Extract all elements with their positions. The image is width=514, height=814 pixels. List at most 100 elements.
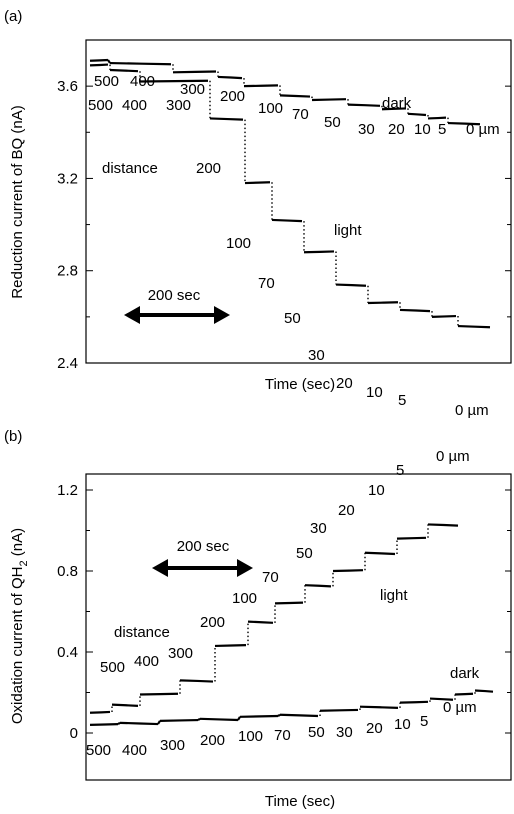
dark-trace-transition xyxy=(277,713,281,717)
panel-b-label: (b) xyxy=(4,428,22,445)
dark-distance-label: 20 xyxy=(388,121,405,138)
light-trace-step xyxy=(335,283,367,287)
panel-b-distance-label: distance xyxy=(114,624,170,641)
panel-b: (b) 0 0.4 0.8 1.2 Oxidation current of QH2 … xyxy=(4,428,512,810)
light-distance-label: 20 xyxy=(336,375,353,392)
panel-a: (a) 2.4 2.8 3.2 3.6 Reduction current of BQ… xyxy=(4,8,512,419)
dark-distance-label: 500 xyxy=(86,742,111,759)
dark-trace-step xyxy=(381,107,407,111)
dark-trace-step xyxy=(279,94,311,98)
dark-trace-transition xyxy=(117,721,121,726)
light-trace-step xyxy=(364,551,396,556)
dark-distance-label: 0 µm xyxy=(466,121,500,138)
light-distance-label: 300 xyxy=(168,645,193,662)
panel-a-y-axis-label: Reduction current of BQ (nA) xyxy=(9,105,26,298)
panel-a-curves xyxy=(89,58,491,329)
light-distance-label: 0 µm xyxy=(436,448,470,465)
light-distance-label: 30 xyxy=(308,347,325,364)
dark-trace-step xyxy=(427,116,447,120)
light-trace-step xyxy=(214,644,247,648)
panel-a-scale-bar: 200 sec xyxy=(124,287,230,324)
panel-b-y-axis: 0 0.4 0.8 1.2 xyxy=(57,482,511,742)
dark-trace-step xyxy=(359,705,399,709)
dark-trace-step xyxy=(347,103,381,107)
dark-trace-step xyxy=(243,84,279,88)
light-trace-step xyxy=(274,601,304,605)
panel-a-light-label: light xyxy=(334,222,362,239)
dark-distance-label: 5 xyxy=(438,121,446,138)
light-distance-label: 500 xyxy=(88,97,113,114)
dark-distance-label: 0 µm xyxy=(443,699,477,716)
light-trace-step xyxy=(399,308,431,313)
dark-trace-step xyxy=(109,61,172,66)
light-trace-step xyxy=(139,79,209,83)
y-tick-label: 2.8 xyxy=(57,263,78,280)
panel-a-scale-bar-label: 200 sec xyxy=(148,287,201,304)
dark-trace-step xyxy=(239,714,279,718)
dark-trace-transition xyxy=(157,720,161,725)
light-distance-label: 400 xyxy=(122,97,147,114)
light-trace-step xyxy=(244,181,271,185)
light-distance-label: 200 xyxy=(200,614,225,631)
light-distance-label: 500 xyxy=(100,659,125,676)
dark-trace-step xyxy=(474,689,494,693)
light-distance-label: 50 xyxy=(296,545,313,562)
dark-distance-label: 10 xyxy=(414,121,431,138)
dark-trace-step xyxy=(119,721,159,726)
light-distance-label: 30 xyxy=(310,520,327,537)
light-trace-step xyxy=(427,523,459,527)
light-trace-step xyxy=(367,301,399,305)
light-trace-step xyxy=(431,314,457,318)
dark-trace-step xyxy=(447,121,481,126)
panel-a-label: (a) xyxy=(4,8,22,25)
dark-trace-step xyxy=(159,718,199,722)
panel-a-frame xyxy=(85,39,512,364)
dark-distance-label: 200 xyxy=(200,732,225,749)
light-distance-label: 300 xyxy=(166,97,191,114)
panel-b-y-axis-label-unit: (nA) xyxy=(9,528,26,561)
light-distance-label: 70 xyxy=(262,569,279,586)
dark-distance-label: 30 xyxy=(358,121,375,138)
dark-distance-label: 300 xyxy=(160,737,185,754)
light-distance-label: 100 xyxy=(226,235,251,252)
y-tick-label: 3.2 xyxy=(57,170,78,187)
y-tick-label: 2.4 xyxy=(57,355,78,372)
dark-distance-label: 30 xyxy=(336,724,353,741)
panel-a-x-axis-label: Time (sec) xyxy=(265,376,335,393)
light-trace-step xyxy=(304,584,332,588)
light-trace-step xyxy=(303,250,335,254)
light-distance-label: 100 xyxy=(232,590,257,607)
light-distance-label: 0 µm xyxy=(455,402,489,419)
panel-b-y-axis-label-subscript: 2 xyxy=(18,560,30,566)
panel-b-curves xyxy=(89,523,494,726)
panel-b-distance-labels: 500 400 300 200 100 70 50 30 20 10 5 0 µm 500 400 300 2… xyxy=(86,448,477,759)
light-distance-label: 5 xyxy=(396,462,404,479)
dark-trace-step xyxy=(399,700,429,704)
dark-distance-label: 100 xyxy=(238,728,263,745)
dark-trace-step xyxy=(89,58,109,62)
panel-b-frame xyxy=(85,473,512,781)
dark-distance-label: 300 xyxy=(180,81,205,98)
dark-distance-label: 10 xyxy=(394,716,411,733)
panel-b-scale-bar-left-arrow xyxy=(152,559,168,577)
dark-distance-label: 5 xyxy=(420,713,428,730)
light-distance-label: 10 xyxy=(366,384,383,401)
dark-trace-step xyxy=(217,75,243,80)
dark-distance-label: 200 xyxy=(220,88,245,105)
dark-distance-label: 100 xyxy=(258,100,283,117)
panel-b-light-label: light xyxy=(380,587,408,604)
panel-a-y-axis: 2.4 2.8 3.2 3.6 xyxy=(57,78,511,372)
panel-b-scale-bar-right-arrow xyxy=(237,559,253,577)
light-distance-label: 10 xyxy=(368,482,385,499)
dark-trace-transition xyxy=(107,59,111,64)
dark-distance-label: 50 xyxy=(308,724,325,741)
dark-distance-label: 20 xyxy=(366,720,383,737)
dark-trace-transition xyxy=(237,716,241,721)
panel-b-dark-label: dark xyxy=(450,665,480,682)
dark-trace-step xyxy=(311,98,347,102)
panel-b-scale-bar-label: 200 sec xyxy=(177,538,230,555)
dark-trace-step xyxy=(319,708,359,712)
light-trace-step xyxy=(396,536,427,540)
light-trace-step xyxy=(89,710,111,714)
